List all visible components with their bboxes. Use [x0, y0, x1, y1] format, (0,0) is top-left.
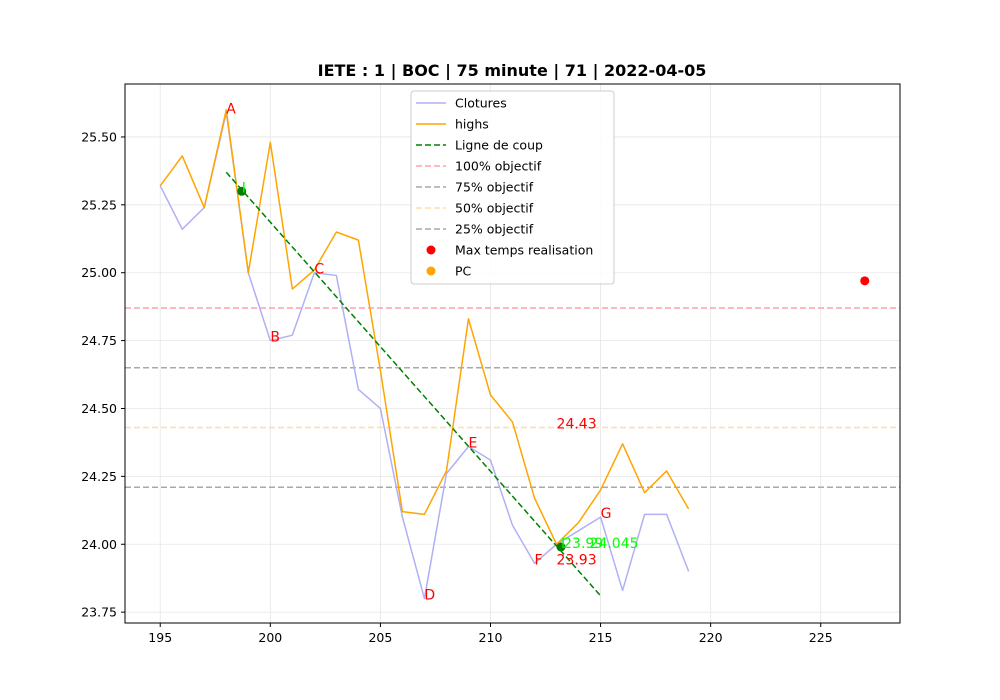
legend-label-25-objectif: 25% objectif	[455, 222, 534, 237]
x-tick-label: 200	[258, 630, 282, 645]
annotation-i: I	[242, 180, 246, 196]
annotation-23-93: 23.93	[557, 552, 597, 568]
legend-marker-max-temps-realisation	[426, 245, 436, 255]
x-tick-label: 205	[368, 630, 392, 645]
ligne-de-coup-series	[225, 171, 602, 597]
y-tick-label: 23.75	[81, 605, 117, 620]
objective-lines	[125, 307, 900, 488]
annotation-24-43: 24.43	[557, 416, 597, 432]
x-tick-label: 215	[589, 630, 613, 645]
annotation-i: I	[561, 536, 565, 552]
y-tick-label: 25.25	[81, 197, 117, 212]
entry-point	[237, 186, 247, 196]
legend-label-ligne-de-coup: Ligne de coup	[455, 138, 543, 153]
legend-label-50-objectif: 50% objectif	[455, 201, 534, 216]
x-tick-label: 210	[479, 630, 503, 645]
annotation-c: C	[314, 262, 324, 278]
annotation-23-99: 23.99	[563, 536, 603, 552]
chart-title: IETE : 1 | BOC | 75 minute | 71 | 2022-0…	[318, 61, 707, 81]
axis-ticks: 195 200 205 210 215 220 225 23.75 24.00 24.25 24.5…	[81, 129, 832, 645]
annotation-f: F	[535, 552, 543, 568]
y-tick-label: 24.50	[81, 401, 117, 416]
annotation-d: D	[424, 588, 435, 604]
legend-label-pc: PC	[455, 264, 472, 279]
legend: Clotures highs Ligne de coup 100% objectif 7…	[410, 90, 615, 285]
legend-label-highs: highs	[455, 117, 489, 132]
x-tick-label: 195	[148, 630, 172, 645]
y-tick-label: 24.25	[81, 469, 117, 484]
entry-point	[556, 542, 566, 552]
points	[237, 186, 870, 552]
legend-marker-pc	[426, 266, 436, 276]
annotation-24-045: 24.045	[590, 536, 639, 552]
annotation-g: G	[601, 506, 612, 522]
y-tick-label: 25.00	[81, 265, 117, 280]
legend-box	[410, 90, 615, 285]
annotation-e: E	[468, 436, 477, 452]
legend-label-100-objectif: 100% objectif	[455, 159, 542, 174]
legend-label-clotures: Clotures	[455, 96, 507, 111]
series-lines	[159, 109, 690, 600]
y-tick-label: 24.75	[81, 333, 117, 348]
legend-label-max-temps-realisation: Max temps realisation	[455, 243, 593, 258]
max-temps-realisation-point	[860, 276, 870, 286]
highs-series	[159, 109, 690, 546]
x-tick-label: 220	[699, 630, 723, 645]
annotation-a: A	[226, 102, 236, 118]
y-tick-label: 24.00	[81, 537, 117, 552]
annotation-b: B	[270, 330, 280, 346]
legend-label-75-objectif: 75% objectif	[455, 180, 534, 195]
plot-frame	[124, 83, 901, 624]
y-tick-label: 25.50	[81, 129, 117, 144]
x-tick-label: 225	[809, 630, 833, 645]
